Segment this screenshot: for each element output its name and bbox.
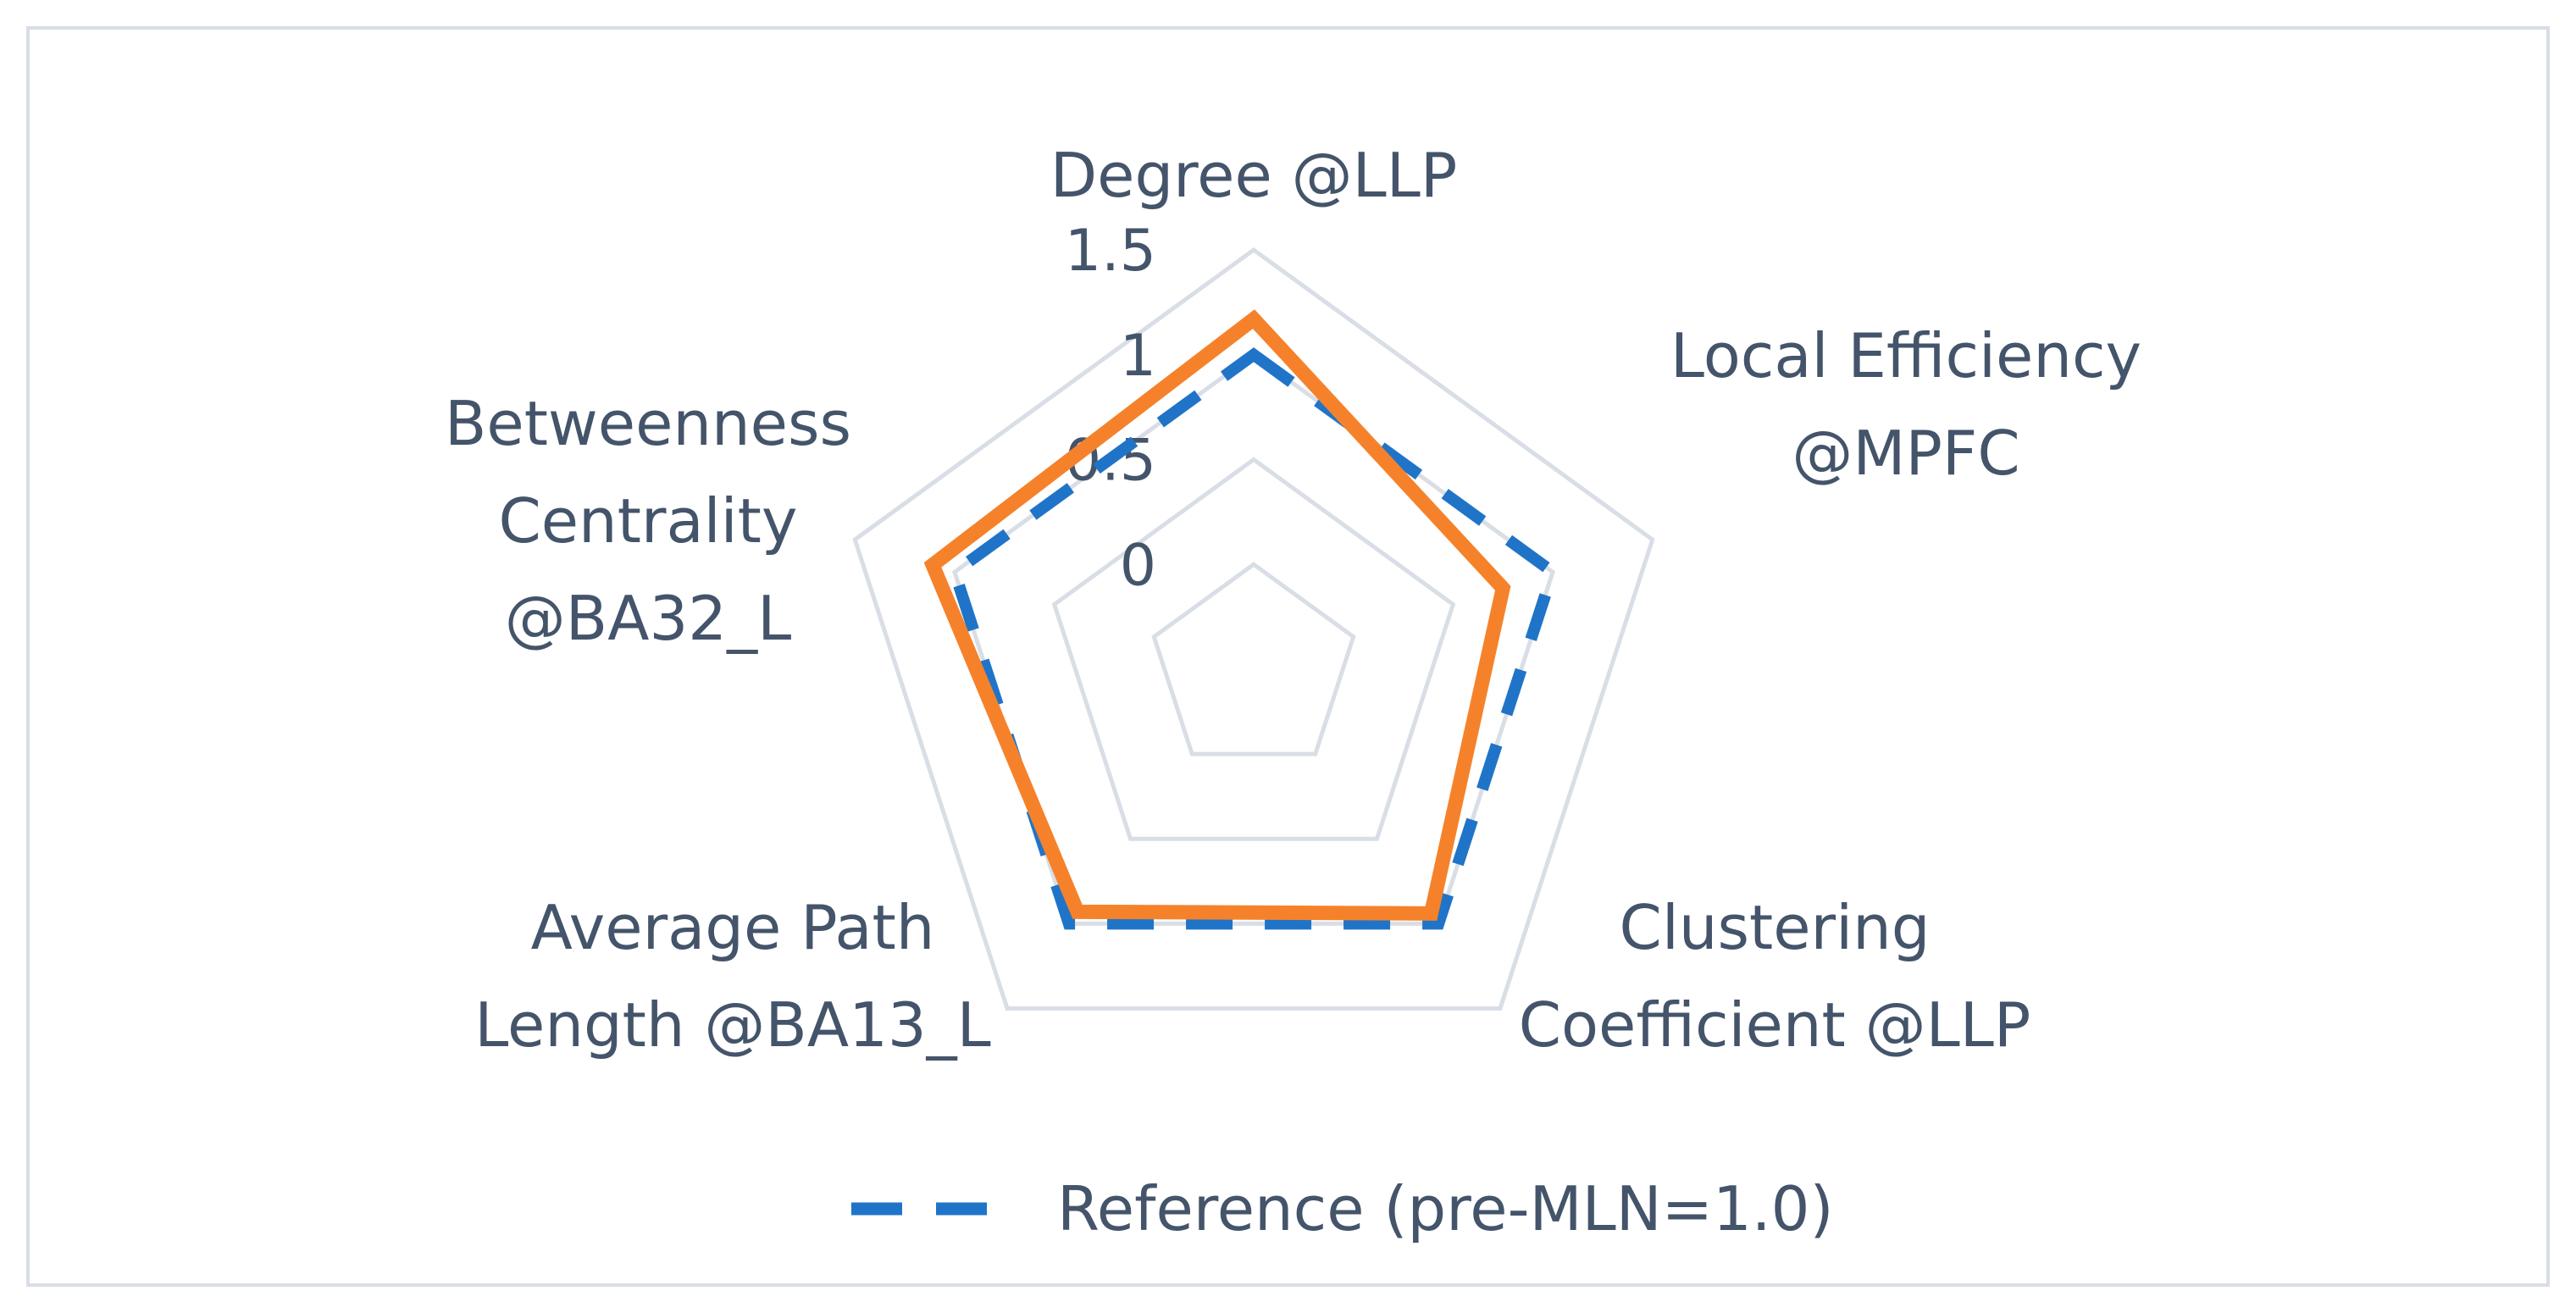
axis-label-line: Local Efficiency [1670,320,2141,391]
axis-labels: Degree @LLP Local Efficiency @MPFC Clusteri… [445,140,2141,1061]
grid-ring [1151,562,1356,756]
tick-label: 1 [1120,323,1156,390]
axis-label-line: @MPFC [1792,418,2019,489]
grid-ring [852,247,1655,1011]
axis-label-line: Length @BA13_L [474,989,991,1061]
chart-frame [26,26,2550,1287]
series-layer [923,309,1560,930]
axis-label-line: @BA32_L [505,583,791,654]
radar-grid [852,247,1655,1011]
axis-label-line: Centrality [498,485,797,557]
axis-label-line: Degree @LLP [1050,140,1458,211]
series-line-post [923,309,1511,921]
series-line-reference [947,347,1560,930]
legend-label-reference: Reference (pre-MLN=1.0) [1057,1173,1834,1244]
axis-label: Betweenness Centrality @BA32_L [445,388,851,654]
tick-label: 0 [1120,532,1156,599]
axis-label-line: Clustering [1620,892,1931,963]
grid-ring [1051,457,1456,841]
tick-label: 1.5 [1065,218,1156,285]
legend: Reference (pre-MLN=1.0) [851,1173,1834,1244]
axis-label: Local Efficiency @MPFC [1670,320,2141,489]
axis-label-line: Betweenness [445,388,851,459]
axis-label: Clustering Coefficient @LLP [1519,892,2031,1061]
axis-label-line: Average Path [531,892,935,963]
axis-label-line: Coefficient @LLP [1519,989,2031,1061]
axis-label: Degree @LLP [1050,140,1458,211]
axis-label: Average Path Length @BA13_L [474,892,991,1061]
